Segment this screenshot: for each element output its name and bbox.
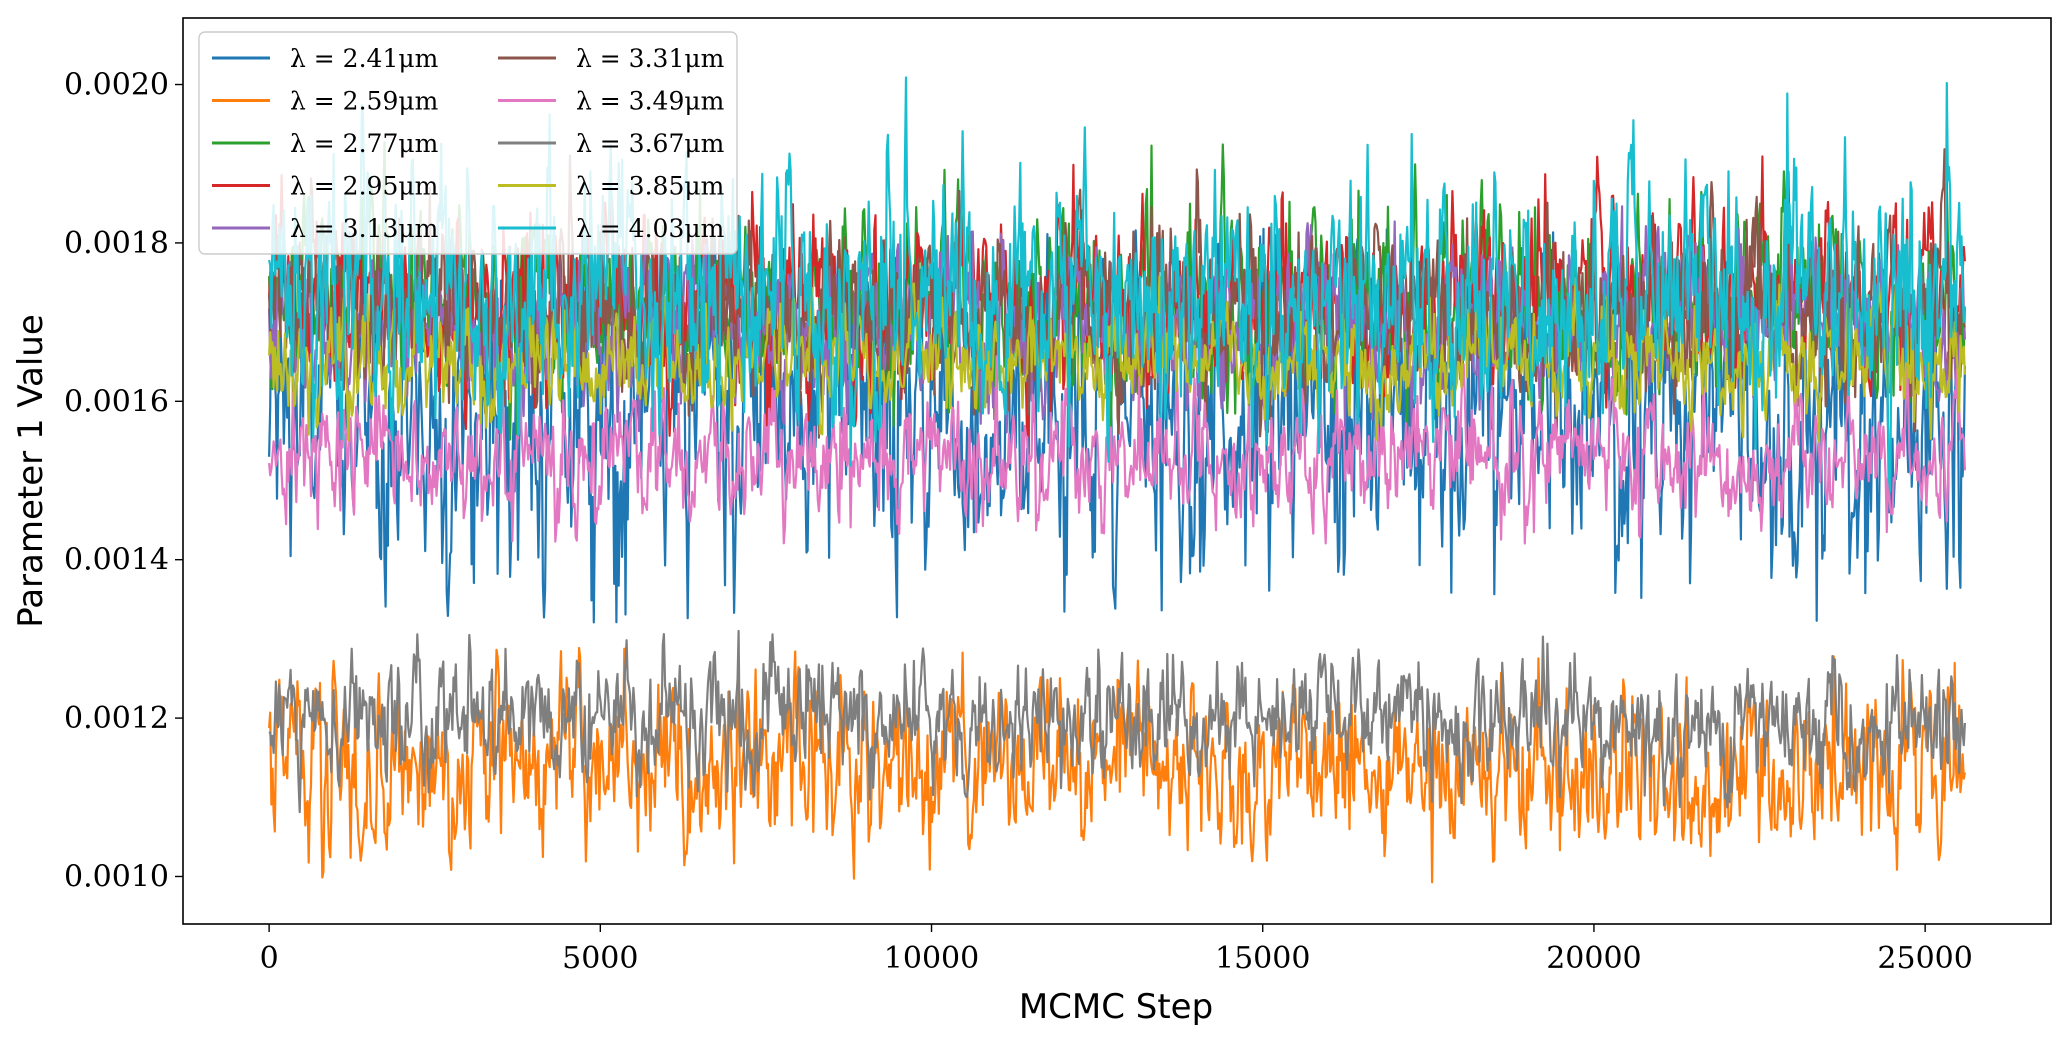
y-tick-label: 0.0018 [64, 226, 169, 261]
legend-label: λ = 3.31μm [576, 44, 725, 73]
series-line-10 [268, 76, 1966, 493]
legend-label: λ = 3.49μm [576, 87, 725, 116]
legend-box [198, 31, 738, 255]
y-axis: 0.0010 0.0012 0.0014 0.0016 0.0018 0.0020 [64, 68, 183, 894]
y-tick-label: 0.0010 [64, 859, 169, 894]
legend-label: λ = 2.59μm [290, 87, 439, 116]
legend-label: λ = 4.03μm [576, 214, 725, 243]
y-tick-label: 0.0014 [64, 543, 169, 578]
x-axis: 0 5000 10000 15000 20000 25000 [260, 924, 1973, 976]
legend-label: λ = 2.77μm [290, 129, 439, 158]
plot-frame [182, 17, 2052, 925]
x-tick-label: 20000 [1546, 941, 1641, 976]
y-axis-title: Parameter 1 Value [11, 314, 51, 628]
legend-label: λ = 3.13μm [290, 214, 439, 243]
x-tick-label: 5000 [562, 941, 638, 976]
series-line-8 [268, 629, 1966, 814]
legend-label: λ = 2.41μm [290, 44, 439, 73]
legend: λ = 2.41μm λ = 2.59μm λ = 2.77μm λ = 2.95μm… [198, 31, 738, 255]
legend-label: λ = 3.67μm [576, 129, 725, 158]
x-tick-label: 10000 [884, 941, 979, 976]
y-tick-label: 0.0016 [64, 384, 169, 419]
y-tick-label: 0.0020 [64, 68, 169, 103]
x-axis-title: MCMC Step [1019, 987, 1213, 1027]
series-line-7 [268, 355, 1966, 545]
x-tick-label: 15000 [1215, 941, 1310, 976]
x-tick-label: 0 [260, 941, 279, 976]
legend-label: λ = 2.95μm [290, 172, 439, 201]
y-tick-label: 0.0012 [64, 701, 169, 736]
legend-label: λ = 3.85μm [576, 172, 725, 201]
series-layer [268, 76, 1966, 884]
x-tick-label: 25000 [1877, 941, 1972, 976]
